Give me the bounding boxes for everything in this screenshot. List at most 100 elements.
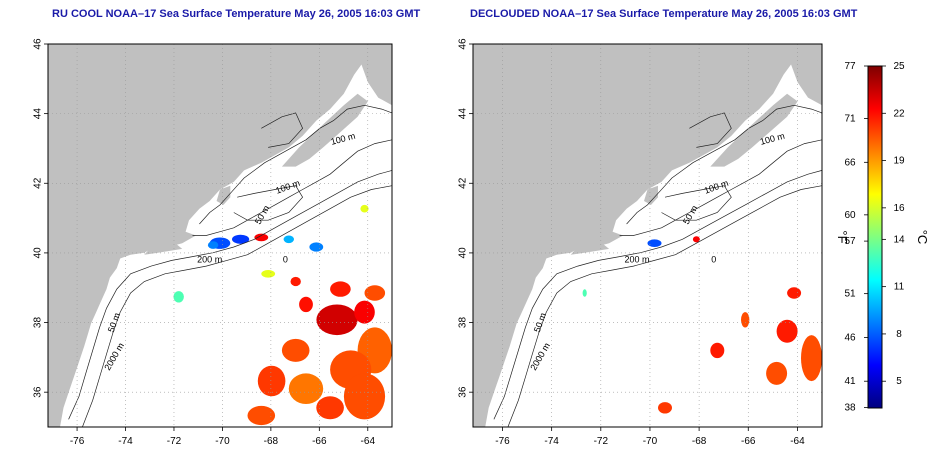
x-tick-label: -72 [594, 436, 609, 447]
land-mass [361, 44, 392, 106]
sst-patch [290, 276, 301, 287]
y-tick-label: 40 [33, 247, 44, 259]
celsius-tick-label: 11 [894, 282, 905, 293]
depth-contour [68, 170, 393, 420]
contour-label: 200 m [197, 254, 222, 264]
fahrenheit-tick-label: 77 [844, 61, 856, 72]
sst-patch [232, 234, 250, 244]
x-tick-label: -72 [167, 436, 182, 447]
sst-patch [309, 242, 324, 252]
contour-label: 0 [283, 254, 288, 264]
x-tick-label: -66 [741, 436, 756, 447]
x-tick-label: -68 [692, 436, 707, 447]
sst-patch [354, 300, 375, 324]
sst-patch [766, 361, 788, 385]
depth-contour [199, 104, 393, 225]
sst-patch [288, 373, 324, 405]
contour-label: 200 m [625, 254, 650, 264]
land-mass [570, 243, 610, 255]
land-mass [790, 44, 822, 106]
depth-contour [493, 170, 823, 420]
sst-patch [299, 296, 313, 313]
fahrenheit-tick-label: 66 [844, 157, 856, 168]
celsius-tick-label: 25 [893, 61, 905, 72]
land-mass [216, 185, 231, 205]
y-tick-label: 44 [33, 108, 44, 120]
sst-patch [360, 204, 369, 213]
sst-patch [787, 287, 802, 299]
fahrenheit-tick-label: 41 [844, 376, 856, 387]
sst-patch [254, 233, 269, 242]
colorbar-ramp [867, 65, 883, 409]
map-frame [472, 43, 823, 428]
x-tick-label: -70 [643, 436, 658, 447]
celsius-tick-label: 5 [896, 376, 902, 387]
sst-patch [316, 304, 358, 336]
y-tick-label: 36 [458, 386, 469, 398]
sst-patch [283, 235, 294, 244]
fahrenheit-tick-label: 51 [844, 289, 856, 300]
land-mass [710, 93, 798, 167]
celsius-tick-label: 22 [893, 108, 905, 119]
colorbar: 25 22 19 16 14 11 8 5 77 71 66 60 57 51 46 41 38 °F °C [835, 61, 930, 413]
fahrenheit-tick-label: 46 [844, 332, 856, 343]
y-tick-label: 46 [458, 38, 469, 50]
map-frame [47, 43, 393, 428]
land-mass [48, 44, 392, 427]
right-panel-title: DECLOUDED NOAA–17 Sea Surface Temperatur… [470, 8, 858, 20]
y-tick-label: 38 [458, 317, 469, 329]
celsius-tick-label: 16 [893, 203, 905, 214]
depth-contour [507, 185, 823, 428]
sst-patch [281, 338, 310, 362]
x-tick-label: -74 [118, 436, 133, 447]
depth-contour [661, 185, 732, 221]
sst-patch [776, 319, 798, 343]
y-tick-label: 42 [458, 177, 469, 189]
sst-patch [247, 405, 276, 426]
x-tick-label: -68 [264, 436, 279, 447]
sst-patch [257, 365, 286, 397]
left-panel-title: RU COOL NOAA–17 Sea Surface Temperature … [52, 8, 421, 20]
sst-patch [316, 396, 344, 420]
y-tick-label: 40 [458, 247, 469, 259]
sst-patch [741, 312, 750, 328]
celsius-axis-label: °C [915, 230, 930, 245]
sst-patch [343, 373, 386, 420]
depth-contour [192, 139, 393, 236]
land-mass [281, 93, 368, 167]
sst-patch [173, 291, 184, 303]
celsius-tick-label: 8 [896, 329, 902, 340]
sst-patch [330, 281, 351, 297]
sst-patch [801, 335, 822, 382]
fahrenheit-axis-label: °F [835, 230, 850, 243]
contour-label: 0 [711, 254, 716, 264]
y-tick-label: 42 [33, 177, 44, 189]
depth-contour [82, 185, 393, 428]
sst-patch [692, 236, 700, 243]
land-mass [473, 44, 822, 427]
x-tick-label: -74 [544, 436, 559, 447]
y-tick-label: 46 [33, 38, 44, 50]
y-tick-label: 36 [33, 386, 44, 398]
sst-patch [261, 270, 276, 278]
sst-patch [658, 402, 672, 414]
celsius-tick-label: 19 [893, 156, 905, 167]
fahrenheit-tick-label: 57 [844, 236, 856, 247]
x-tick-label: -70 [215, 436, 230, 447]
land-mass [644, 185, 658, 205]
depth-contour [233, 185, 304, 221]
sst-patch [207, 241, 219, 249]
depth-contour [261, 112, 304, 148]
y-tick-label: 44 [458, 108, 469, 120]
fahrenheit-tick-label: 60 [844, 210, 856, 221]
x-tick-label: -66 [312, 436, 327, 447]
sst-patch [582, 289, 587, 297]
celsius-tick-label: 14 [893, 234, 905, 245]
depth-contour [626, 104, 823, 225]
y-tick-label: 38 [33, 317, 44, 329]
x-tick-label: -76 [495, 436, 510, 447]
depth-contour [689, 112, 732, 148]
